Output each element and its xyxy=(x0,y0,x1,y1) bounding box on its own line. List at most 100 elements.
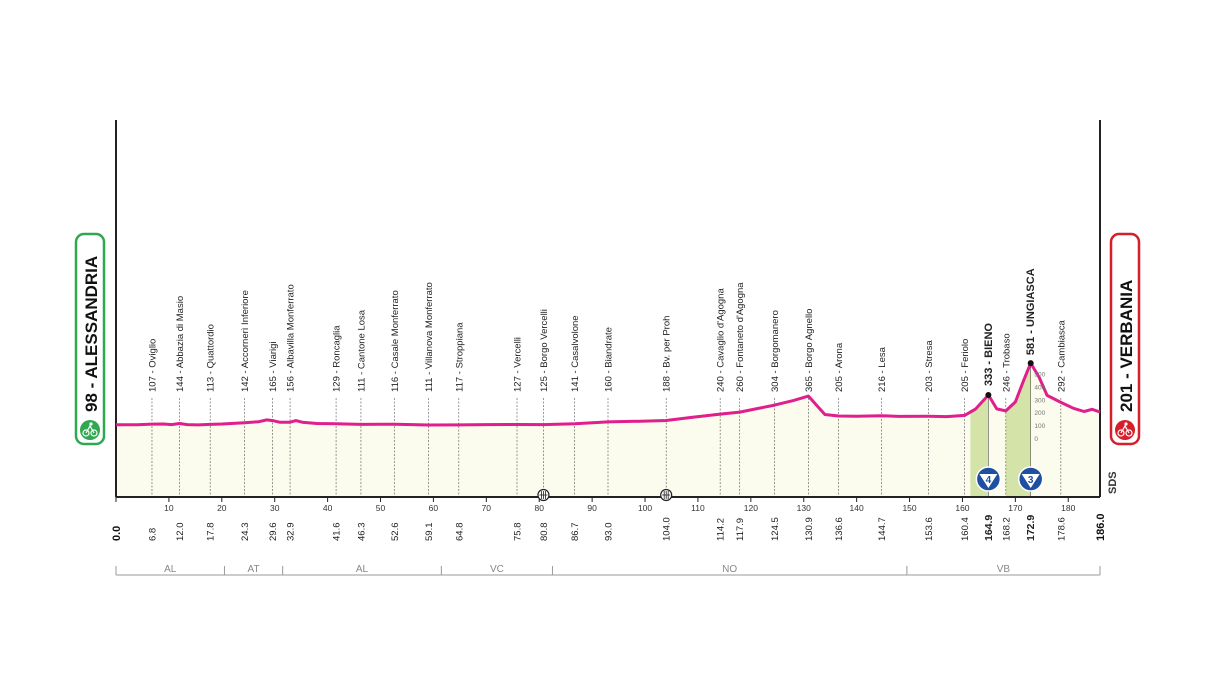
waypoint-label: 129 - Roncaglia xyxy=(332,325,343,392)
waypoint-km-label: 172.9 xyxy=(1025,515,1037,541)
x-tick-label: 170 xyxy=(1008,503,1022,513)
start-bike-icon-frame xyxy=(85,424,95,434)
start-bike-icon xyxy=(80,420,100,440)
x-tick-label: 120 xyxy=(744,503,758,513)
waypoint-label: 365 - Borgo Agnello xyxy=(804,309,815,392)
waypoint-km-label: 80.8 xyxy=(539,523,550,542)
start-badge-label: 98 - ALESSANDRIA xyxy=(82,256,101,412)
waypoint-label: 216 - Lesa xyxy=(877,346,888,392)
waypoint-label: 113 - Quattordio xyxy=(206,324,217,392)
climb-badge-triangle xyxy=(979,474,998,488)
finish-bike-icon-frame xyxy=(1120,424,1130,434)
climb-scale-label: 500 xyxy=(1034,372,1045,379)
sprint-marker xyxy=(537,488,550,502)
waypoint-label: 333 - BIENO xyxy=(983,323,995,386)
waypoint-label: 160 - Biandrate xyxy=(604,327,615,392)
x-tick-label: 140 xyxy=(850,503,864,513)
waypoint-label: 205 - Feriolo xyxy=(960,339,971,392)
km-labels: 6.8 12.0 17.8 24.3 29.6 32.9 41.6 46.3 52.6 59.1 6… xyxy=(111,513,1107,541)
province-label: NO xyxy=(722,564,737,575)
waypoint-km-label: 168.2 xyxy=(1001,517,1012,541)
waypoint-label: 240 - Cavaglio d'Agogna xyxy=(716,288,727,392)
x-tick-label: 100 xyxy=(638,503,652,513)
finish-km-label: 186.0 xyxy=(1095,513,1107,541)
waypoint-km-label: 64.8 xyxy=(454,523,465,542)
waypoint-label: 304 - Borgomanero xyxy=(770,310,781,392)
waypoint-label: 141 - Casalvolone xyxy=(570,315,581,392)
waypoint-label: 116 - Casale Monferrato xyxy=(390,290,401,392)
waypoint-label: 142 - Accornerì Inferiore xyxy=(240,290,251,392)
climb-category-label: 4 xyxy=(986,475,992,486)
x-tick-label: 150 xyxy=(902,503,916,513)
waypoint-label: 107 - Oviglio xyxy=(147,339,158,392)
climb-scale-label: 400 xyxy=(1034,384,1045,391)
waypoint-label: 205 - Arona xyxy=(834,342,845,392)
waypoint-gridlines xyxy=(151,361,1062,497)
finish-badge-label: 201 - VERBANIA xyxy=(1117,280,1136,412)
waypoint-label: 246 - Trobaso xyxy=(1001,333,1012,392)
x-tick-label: 60 xyxy=(429,503,439,513)
x-tick-label: 160 xyxy=(955,503,969,513)
x-tick-label: 130 xyxy=(797,503,811,513)
profile-line: 500 400 300 200 100 0 xyxy=(116,360,1101,502)
x-tick-label: 50 xyxy=(376,503,386,513)
climb-badge-triangle xyxy=(1021,474,1040,488)
waypoint-km-label: 117.9 xyxy=(735,518,746,541)
finish-bike-icon-rider xyxy=(1124,422,1128,426)
province-bar: AL AT AL VC NO VB xyxy=(115,564,1101,576)
start-bike-icon-wheel xyxy=(82,429,90,437)
start-finish-badges: 98 - ALESSANDRIA 201 - VERBANIA xyxy=(74,232,1141,446)
x-tick-label: 110 xyxy=(691,503,705,513)
waypoint-km-label: 17.8 xyxy=(206,523,217,542)
waypoint-label: 144 - Abbazia di Masio xyxy=(175,296,186,392)
waypoint-label: 188 - Bv. per Proh xyxy=(662,316,673,392)
waypoint-km-label: 124.5 xyxy=(770,517,781,541)
climb-area-2 xyxy=(1005,363,1031,497)
x-tick-label: 80 xyxy=(534,503,544,513)
waypoint-label: 125 - Borgo Vercelli xyxy=(539,309,550,392)
province-label: AL xyxy=(164,564,177,575)
x-tick-label: 180 xyxy=(1061,503,1075,513)
waypoint-km-label: 136.6 xyxy=(834,517,845,541)
climb-summit-dot xyxy=(1027,360,1034,367)
waypoint-km-label: 32.9 xyxy=(286,523,297,542)
x-tick-label: 40 xyxy=(323,503,333,513)
waypoint-km-label: 130.9 xyxy=(804,517,815,541)
waypoint-label: 127 - Vercelli xyxy=(513,337,524,392)
waypoint-km-label: 160.4 xyxy=(960,517,971,541)
x-tick-label: 10 xyxy=(164,503,174,513)
province-label: AL xyxy=(356,564,369,575)
waypoint-label: 260 - Fontaneto d'Agogna xyxy=(735,282,746,392)
climb-scale-label: 300 xyxy=(1034,397,1045,404)
x-tick-label: 70 xyxy=(482,503,492,513)
waypoint-label: 111 - Villanova Monferrato xyxy=(424,282,435,392)
waypoint-km-label: 164.9 xyxy=(983,515,995,541)
start-badge: 98 - ALESSANDRIA xyxy=(74,232,106,446)
waypoint-km-label: 12.0 xyxy=(175,523,186,542)
climb-summit-dot xyxy=(985,392,992,399)
waypoint-km-label: 86.7 xyxy=(570,523,581,542)
waypoint-label: 165 - Viarigi xyxy=(268,341,279,392)
climb-scale-label: 200 xyxy=(1034,410,1045,417)
finish-bike-icon-bg xyxy=(1115,420,1135,440)
waypoint-km-label: 93.0 xyxy=(604,523,615,542)
waypoint-km-label: 46.3 xyxy=(356,523,367,542)
waypoint-km-label: 41.6 xyxy=(332,523,343,542)
province-label: VC xyxy=(490,564,504,575)
waypoint-km-label: 6.8 xyxy=(147,528,158,541)
waypoint-km-label: 29.6 xyxy=(268,523,279,542)
sds-logo: SDS xyxy=(1107,471,1119,494)
waypoint-km-label: 178.6 xyxy=(1056,517,1067,541)
climb-category-badge: 3 xyxy=(1017,466,1044,492)
waypoint-label: 117 - Stroppiana xyxy=(454,322,465,392)
waypoint-km-label: 104.0 xyxy=(662,517,673,541)
climb-scale-label: 100 xyxy=(1034,423,1045,430)
waypoint-label: 156 - Albavilla Monferrato xyxy=(286,284,297,392)
x-tick-label: 20 xyxy=(217,503,227,513)
start-bike-icon-wheel xyxy=(90,429,98,437)
finish-bike-icon xyxy=(1115,420,1135,440)
finish-bike-icon-wheel xyxy=(1117,429,1125,437)
x-tick-label: 30 xyxy=(270,503,280,513)
